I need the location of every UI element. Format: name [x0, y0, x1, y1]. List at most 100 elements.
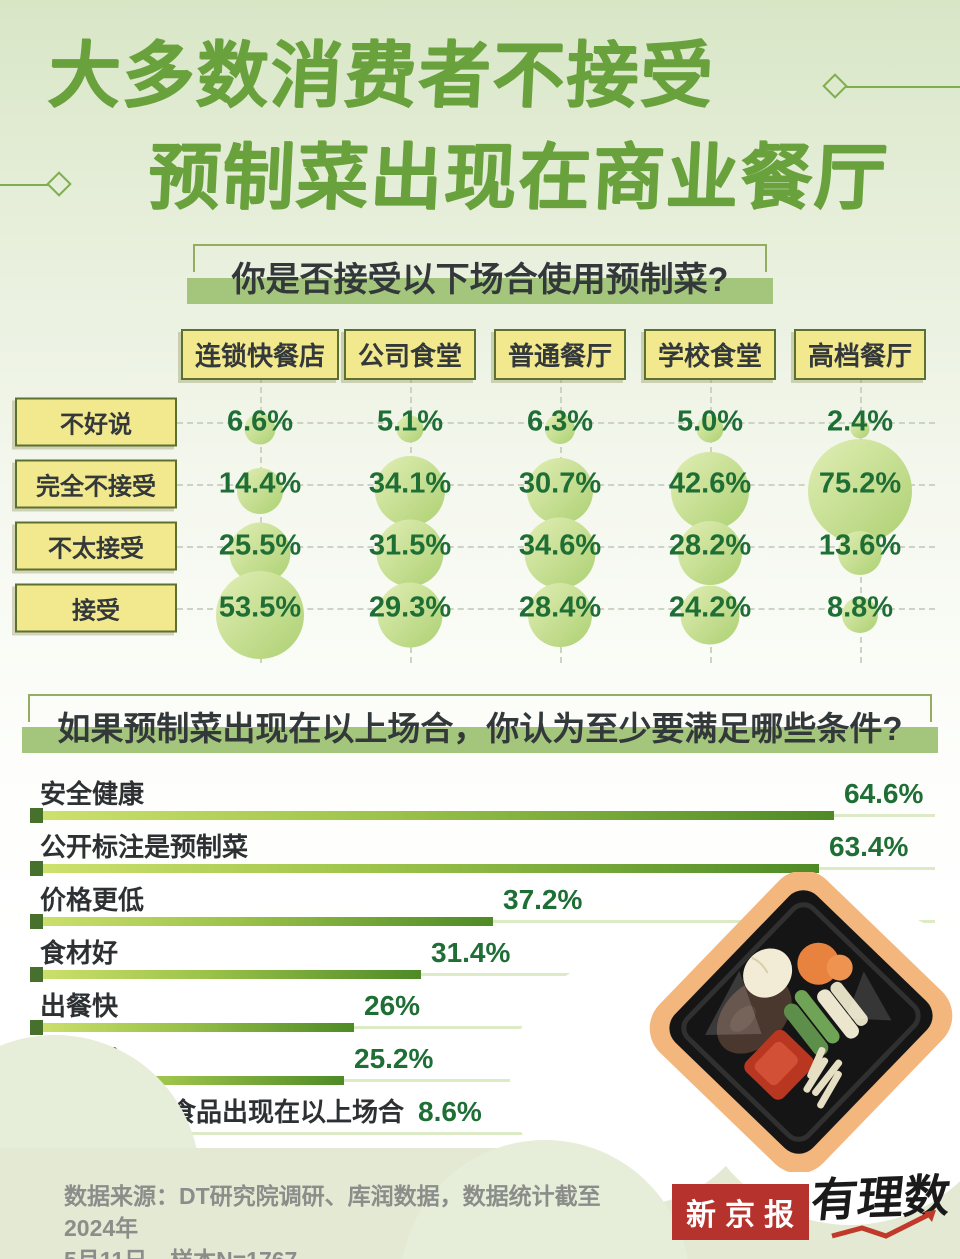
- bar-track: [30, 1026, 935, 1029]
- bar-cap: [30, 967, 43, 982]
- bar-row: 安全健康 64.6%: [30, 772, 935, 825]
- question1-header: 你是否接受以下场合使用预制菜?: [187, 244, 773, 304]
- column-header: 高档餐厅: [793, 329, 927, 380]
- column-header: 普通餐厅: [493, 329, 627, 380]
- bubble-value: 31.5%: [368, 529, 452, 562]
- bar-label: 出餐快: [40, 991, 119, 1021]
- bar-value: 31.4%: [431, 937, 511, 968]
- bubble-value: 34.1%: [368, 467, 452, 500]
- bubble-value: 25.5%: [218, 529, 302, 562]
- question2-text: 如果预制菜出现在以上场合，你认为至少要满足哪些条件?: [57, 710, 903, 747]
- bubble: [524, 517, 596, 589]
- bracket-decoration: [193, 244, 767, 272]
- bubble-value: 34.6%: [518, 529, 602, 562]
- bubble: [244, 413, 276, 445]
- bubble: [377, 582, 443, 648]
- bar-row: 价格更低 37.2%: [30, 878, 935, 931]
- bubble: [375, 456, 445, 526]
- bar-value: 37.2%: [503, 884, 583, 915]
- question1-text: 你是否接受以下场合使用预制菜?: [231, 261, 729, 299]
- bubble-value: 29.3%: [368, 591, 452, 624]
- row-label: 完全不接受: [15, 459, 177, 509]
- bar-value: 63.4%: [829, 831, 909, 862]
- bar-fill: [30, 864, 819, 873]
- noodles: [803, 1046, 843, 1109]
- diamond-icon: [822, 73, 848, 99]
- bubble: [680, 585, 740, 645]
- data-source-note: 数据来源：DT研究院调研、库润数据，数据统计截至2024年 5月11日，样本N=…: [64, 1180, 644, 1259]
- bar-fill: [30, 811, 834, 820]
- column-header: 公司食堂: [343, 329, 477, 380]
- data-source-line1: 数据来源：DT研究院调研、库润数据，数据统计截至2024年: [64, 1183, 601, 1241]
- bar-cap: [30, 914, 43, 929]
- bubble: [842, 597, 878, 633]
- grid-vline: [260, 377, 262, 663]
- question2-header: 如果预制菜出现在以上场合，你认为至少要满足哪些条件?: [22, 694, 938, 753]
- bar-value: 8.6%: [418, 1096, 482, 1127]
- bubble-matrix-chart: 连锁快餐店 公司食堂 普通餐厅 学校食堂 高档餐厅 不好说 6.6% 5.1% 6.3% 5.0%…: [15, 325, 935, 665]
- bubble: [528, 583, 592, 647]
- page-title-line2: 预制菜出现在商业餐厅: [145, 138, 891, 218]
- bar-value: 64.6%: [844, 778, 924, 809]
- bracket-decoration: [28, 694, 932, 722]
- bubble: [671, 452, 749, 530]
- bubble-value: 53.5%: [218, 591, 302, 624]
- bubble-value: 24.2%: [668, 591, 752, 624]
- bar-cap: [30, 1020, 43, 1035]
- bubble: [396, 415, 424, 443]
- decorative-line-left: [0, 171, 72, 197]
- bar-track: [30, 1132, 935, 1135]
- bar-chart: 安全健康 64.6% 公开标注是预制菜 63.4% 价格更低 37.2% 食材好 31.4% 出…: [30, 772, 935, 1144]
- bar-cap: [30, 861, 43, 876]
- bubble-value: 28.2%: [668, 529, 752, 562]
- data-source-line2: 5月11日，样本N=1767: [64, 1244, 644, 1259]
- row-label: 不好说: [15, 397, 177, 447]
- bubble: [376, 519, 444, 587]
- bar-label: 安全健康: [40, 779, 145, 809]
- bar-row: 公开标注是预制菜 63.4%: [30, 825, 935, 878]
- bubble: [545, 414, 575, 444]
- page-title-line1: 大多数消费者不接受: [45, 36, 717, 116]
- premade-meal-photo: [649, 872, 953, 1172]
- onion: [743, 948, 793, 998]
- bubble: [838, 531, 882, 575]
- bar-fill: [30, 917, 493, 926]
- bar-label: 食材好: [40, 938, 119, 968]
- bar-row: 出餐快 26%: [30, 984, 935, 1037]
- bar-label: 价格更低: [40, 885, 145, 915]
- bubble: [678, 521, 742, 585]
- bubble: [527, 458, 593, 524]
- column-header: 学校食堂: [643, 329, 777, 380]
- scallion: [817, 989, 859, 1039]
- cucumber: [783, 1003, 829, 1056]
- bubble-value: 42.6%: [668, 467, 752, 500]
- bubble-value: 30.7%: [518, 467, 602, 500]
- bar-cap: [30, 808, 43, 823]
- bubble: [808, 439, 912, 543]
- bar-fill: [30, 970, 421, 979]
- bar-track: [30, 973, 935, 976]
- bar-fill: [30, 1076, 344, 1085]
- bubble-value: 13.6%: [818, 529, 902, 562]
- plastic-shine: [705, 970, 762, 1035]
- highlight-bar: [22, 727, 938, 753]
- row-label: 不太接受: [15, 521, 177, 571]
- bubble: [696, 415, 724, 443]
- bar-track: [30, 1079, 935, 1082]
- row-label: 接受: [15, 583, 177, 633]
- bubble-value: 6.3%: [526, 405, 594, 438]
- bubble-value: 28.4%: [518, 591, 602, 624]
- decorative-line-right: [822, 73, 960, 99]
- bubble: [216, 571, 304, 659]
- logo-trendline-icon: [831, 1210, 936, 1239]
- column-header: 连锁快餐店: [180, 329, 340, 380]
- bar-row: 食材好 31.4%: [30, 931, 935, 984]
- diamond-icon: [46, 171, 72, 197]
- bar-label: 公开标注是预制菜: [40, 832, 249, 862]
- bubble-value: 5.1%: [376, 405, 444, 438]
- bubble: [850, 419, 870, 439]
- bar-value: 26%: [364, 990, 421, 1021]
- bubble-value: 6.6%: [226, 405, 294, 438]
- bubble: [237, 468, 283, 514]
